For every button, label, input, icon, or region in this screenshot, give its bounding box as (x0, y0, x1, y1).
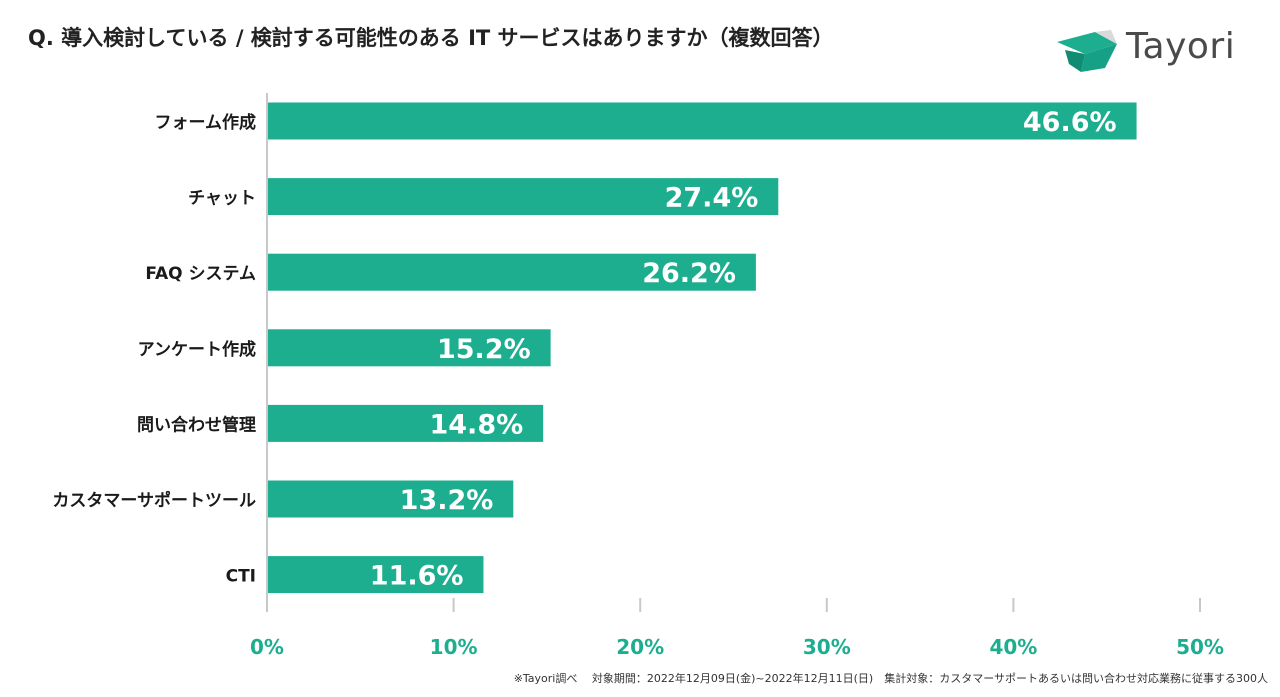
category-label: CTI (226, 567, 256, 587)
x-tick-label: 10% (430, 635, 478, 659)
x-tick-label: 20% (616, 635, 664, 659)
data-label: 27.4% (665, 183, 759, 214)
bar (268, 102, 1137, 140)
bar (268, 178, 779, 216)
bar (268, 556, 484, 594)
data-label: 26.2% (642, 258, 736, 289)
data-label: 13.2% (400, 485, 494, 516)
category-label: チャット (188, 189, 256, 209)
category-label: カスタマーサポートツール (52, 490, 256, 511)
x-tick-label: 30% (803, 635, 851, 659)
data-label: 46.6% (1023, 107, 1117, 138)
x-tick-label: 0% (250, 635, 284, 659)
bar (268, 253, 756, 291)
brand-name: Tayori (1126, 26, 1236, 67)
tayori-logo-icon (1057, 30, 1117, 72)
page-title: Q. 導入検討している / 検討する可能性のある IT サービスはありますか（複… (28, 26, 834, 50)
footnote: ※Tayori調べ 対象期間：2022年12月09日(金)~2022年12月11… (513, 672, 1268, 685)
x-tick-label: 50% (1176, 635, 1224, 659)
category-label: FAQ システム (145, 264, 256, 284)
data-label: 14.8% (429, 409, 523, 440)
category-label: アンケート作成 (138, 339, 256, 360)
category-label: フォーム作成 (155, 112, 257, 133)
bar (268, 404, 544, 442)
data-label: 15.2% (437, 334, 531, 365)
x-tick-label: 40% (989, 635, 1037, 659)
data-label: 11.6% (370, 561, 464, 592)
bar (268, 480, 514, 518)
bar (268, 329, 551, 367)
category-label: 問い合わせ管理 (137, 414, 256, 435)
